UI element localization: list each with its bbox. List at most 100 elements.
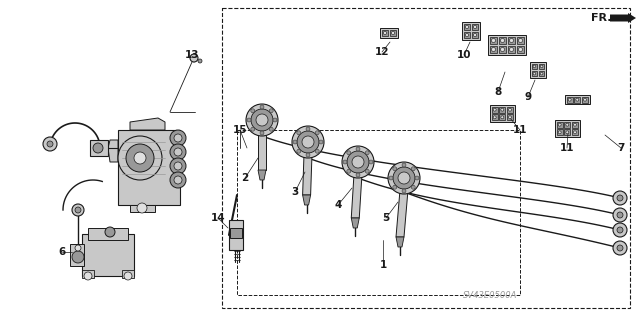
Polygon shape (130, 205, 155, 212)
Circle shape (306, 127, 310, 131)
Circle shape (584, 98, 586, 101)
Circle shape (256, 114, 268, 126)
Circle shape (126, 144, 154, 172)
Circle shape (47, 141, 53, 147)
Circle shape (474, 33, 477, 37)
Circle shape (392, 31, 395, 34)
Bar (88, 228, 128, 240)
Bar (507, 107, 513, 113)
Circle shape (393, 167, 415, 189)
Circle shape (540, 65, 543, 68)
Circle shape (493, 108, 496, 111)
Bar (82, 234, 134, 276)
Circle shape (492, 39, 495, 42)
Bar (490, 46, 497, 53)
Circle shape (170, 158, 186, 174)
Circle shape (369, 160, 373, 164)
Circle shape (415, 176, 419, 180)
Circle shape (174, 148, 182, 156)
Circle shape (411, 185, 415, 189)
Circle shape (533, 65, 536, 68)
Circle shape (118, 136, 162, 180)
Text: 5: 5 (382, 213, 390, 223)
Circle shape (105, 227, 115, 237)
Polygon shape (108, 140, 118, 162)
Polygon shape (303, 195, 310, 205)
Circle shape (356, 173, 360, 177)
Circle shape (269, 109, 273, 113)
Circle shape (356, 147, 360, 151)
Circle shape (411, 167, 415, 171)
Circle shape (342, 146, 374, 178)
Polygon shape (258, 132, 266, 170)
Circle shape (319, 140, 323, 144)
Bar (572, 129, 578, 135)
Bar (490, 37, 497, 44)
Polygon shape (396, 190, 408, 237)
Bar (557, 129, 563, 135)
Text: 10: 10 (457, 50, 471, 60)
Circle shape (576, 98, 579, 101)
Bar (472, 32, 478, 38)
Circle shape (402, 163, 406, 167)
Bar (572, 122, 578, 128)
Bar (82, 270, 94, 278)
Circle shape (251, 109, 255, 113)
Circle shape (365, 169, 369, 173)
Circle shape (500, 39, 504, 42)
Circle shape (518, 39, 522, 42)
Circle shape (509, 116, 511, 119)
Circle shape (43, 137, 57, 151)
Circle shape (347, 151, 369, 173)
Bar (488, 35, 526, 55)
Circle shape (613, 208, 627, 222)
Circle shape (383, 31, 387, 34)
Circle shape (124, 272, 132, 280)
Text: SV43E0500A: SV43E0500A (463, 291, 517, 300)
FancyArrow shape (610, 13, 636, 23)
Bar (499, 107, 506, 113)
Bar (574, 97, 580, 103)
Circle shape (613, 241, 627, 255)
Circle shape (84, 272, 92, 280)
Bar (566, 97, 573, 103)
Circle shape (170, 172, 186, 188)
Text: 12: 12 (375, 47, 389, 57)
Circle shape (613, 191, 627, 205)
Bar (582, 97, 588, 103)
Bar (492, 114, 498, 120)
Circle shape (198, 59, 202, 63)
Circle shape (251, 109, 273, 131)
Bar (507, 114, 513, 120)
Polygon shape (258, 170, 266, 180)
Bar (464, 32, 470, 38)
Bar (508, 37, 515, 44)
Bar (90, 140, 108, 156)
Circle shape (174, 134, 182, 142)
Circle shape (297, 149, 301, 153)
Circle shape (558, 131, 561, 134)
Circle shape (246, 104, 278, 136)
Circle shape (533, 72, 536, 75)
Bar (564, 129, 570, 135)
Circle shape (269, 127, 273, 131)
Circle shape (568, 98, 571, 101)
Bar (564, 122, 570, 128)
Circle shape (297, 131, 301, 135)
Circle shape (302, 136, 314, 148)
Circle shape (573, 123, 577, 126)
Circle shape (493, 116, 496, 119)
Circle shape (75, 207, 81, 213)
Bar (472, 24, 478, 30)
Bar (555, 120, 580, 137)
Circle shape (72, 251, 84, 263)
Circle shape (617, 245, 623, 251)
Circle shape (558, 123, 561, 126)
Circle shape (393, 185, 397, 189)
Circle shape (500, 48, 504, 51)
Text: 15: 15 (233, 125, 247, 135)
Circle shape (474, 25, 477, 29)
Circle shape (134, 152, 146, 164)
Bar (222, 8, 630, 308)
Circle shape (402, 189, 406, 193)
